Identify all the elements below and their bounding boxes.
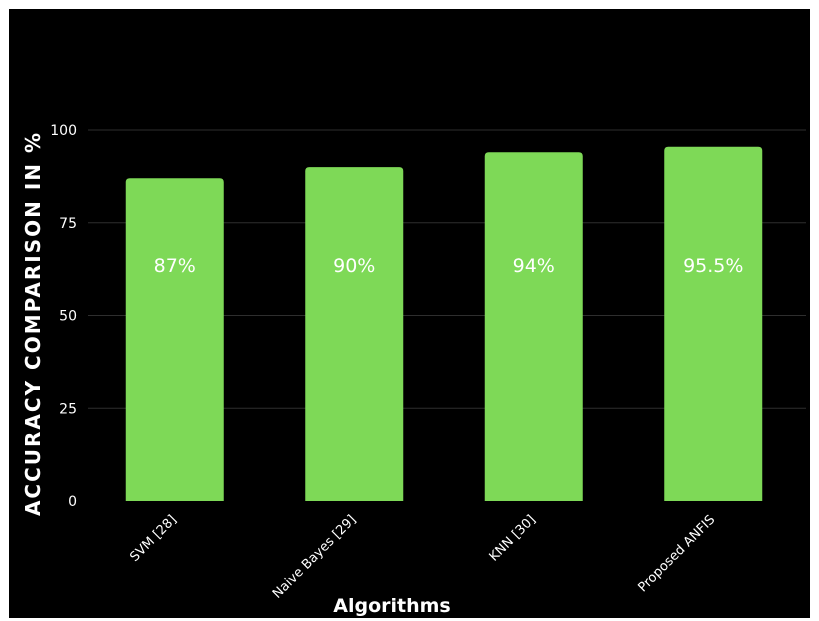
data-label: 87% [154, 255, 196, 277]
bar [305, 167, 404, 501]
data-label: 90% [333, 255, 375, 277]
x-axis-title: Algorithms [333, 595, 450, 617]
data-label: 94% [513, 255, 555, 277]
bar [664, 146, 763, 501]
y-tick-label: 75 [59, 216, 77, 232]
bar [125, 178, 224, 502]
y-tick-labels: 0 25 50 75 100 [50, 123, 77, 510]
data-labels: 87% 90% 94% 95.5% [154, 255, 744, 277]
data-label: 95.5% [683, 255, 743, 277]
bar [484, 152, 583, 501]
y-tick-label: 25 [59, 401, 77, 417]
y-tick-label: 0 [68, 494, 77, 510]
y-tick-label: 100 [50, 123, 77, 139]
y-axis-title: ACCURACY COMPARISON IN % [21, 131, 45, 516]
y-tick-label: 50 [59, 309, 77, 325]
bars [125, 146, 763, 502]
